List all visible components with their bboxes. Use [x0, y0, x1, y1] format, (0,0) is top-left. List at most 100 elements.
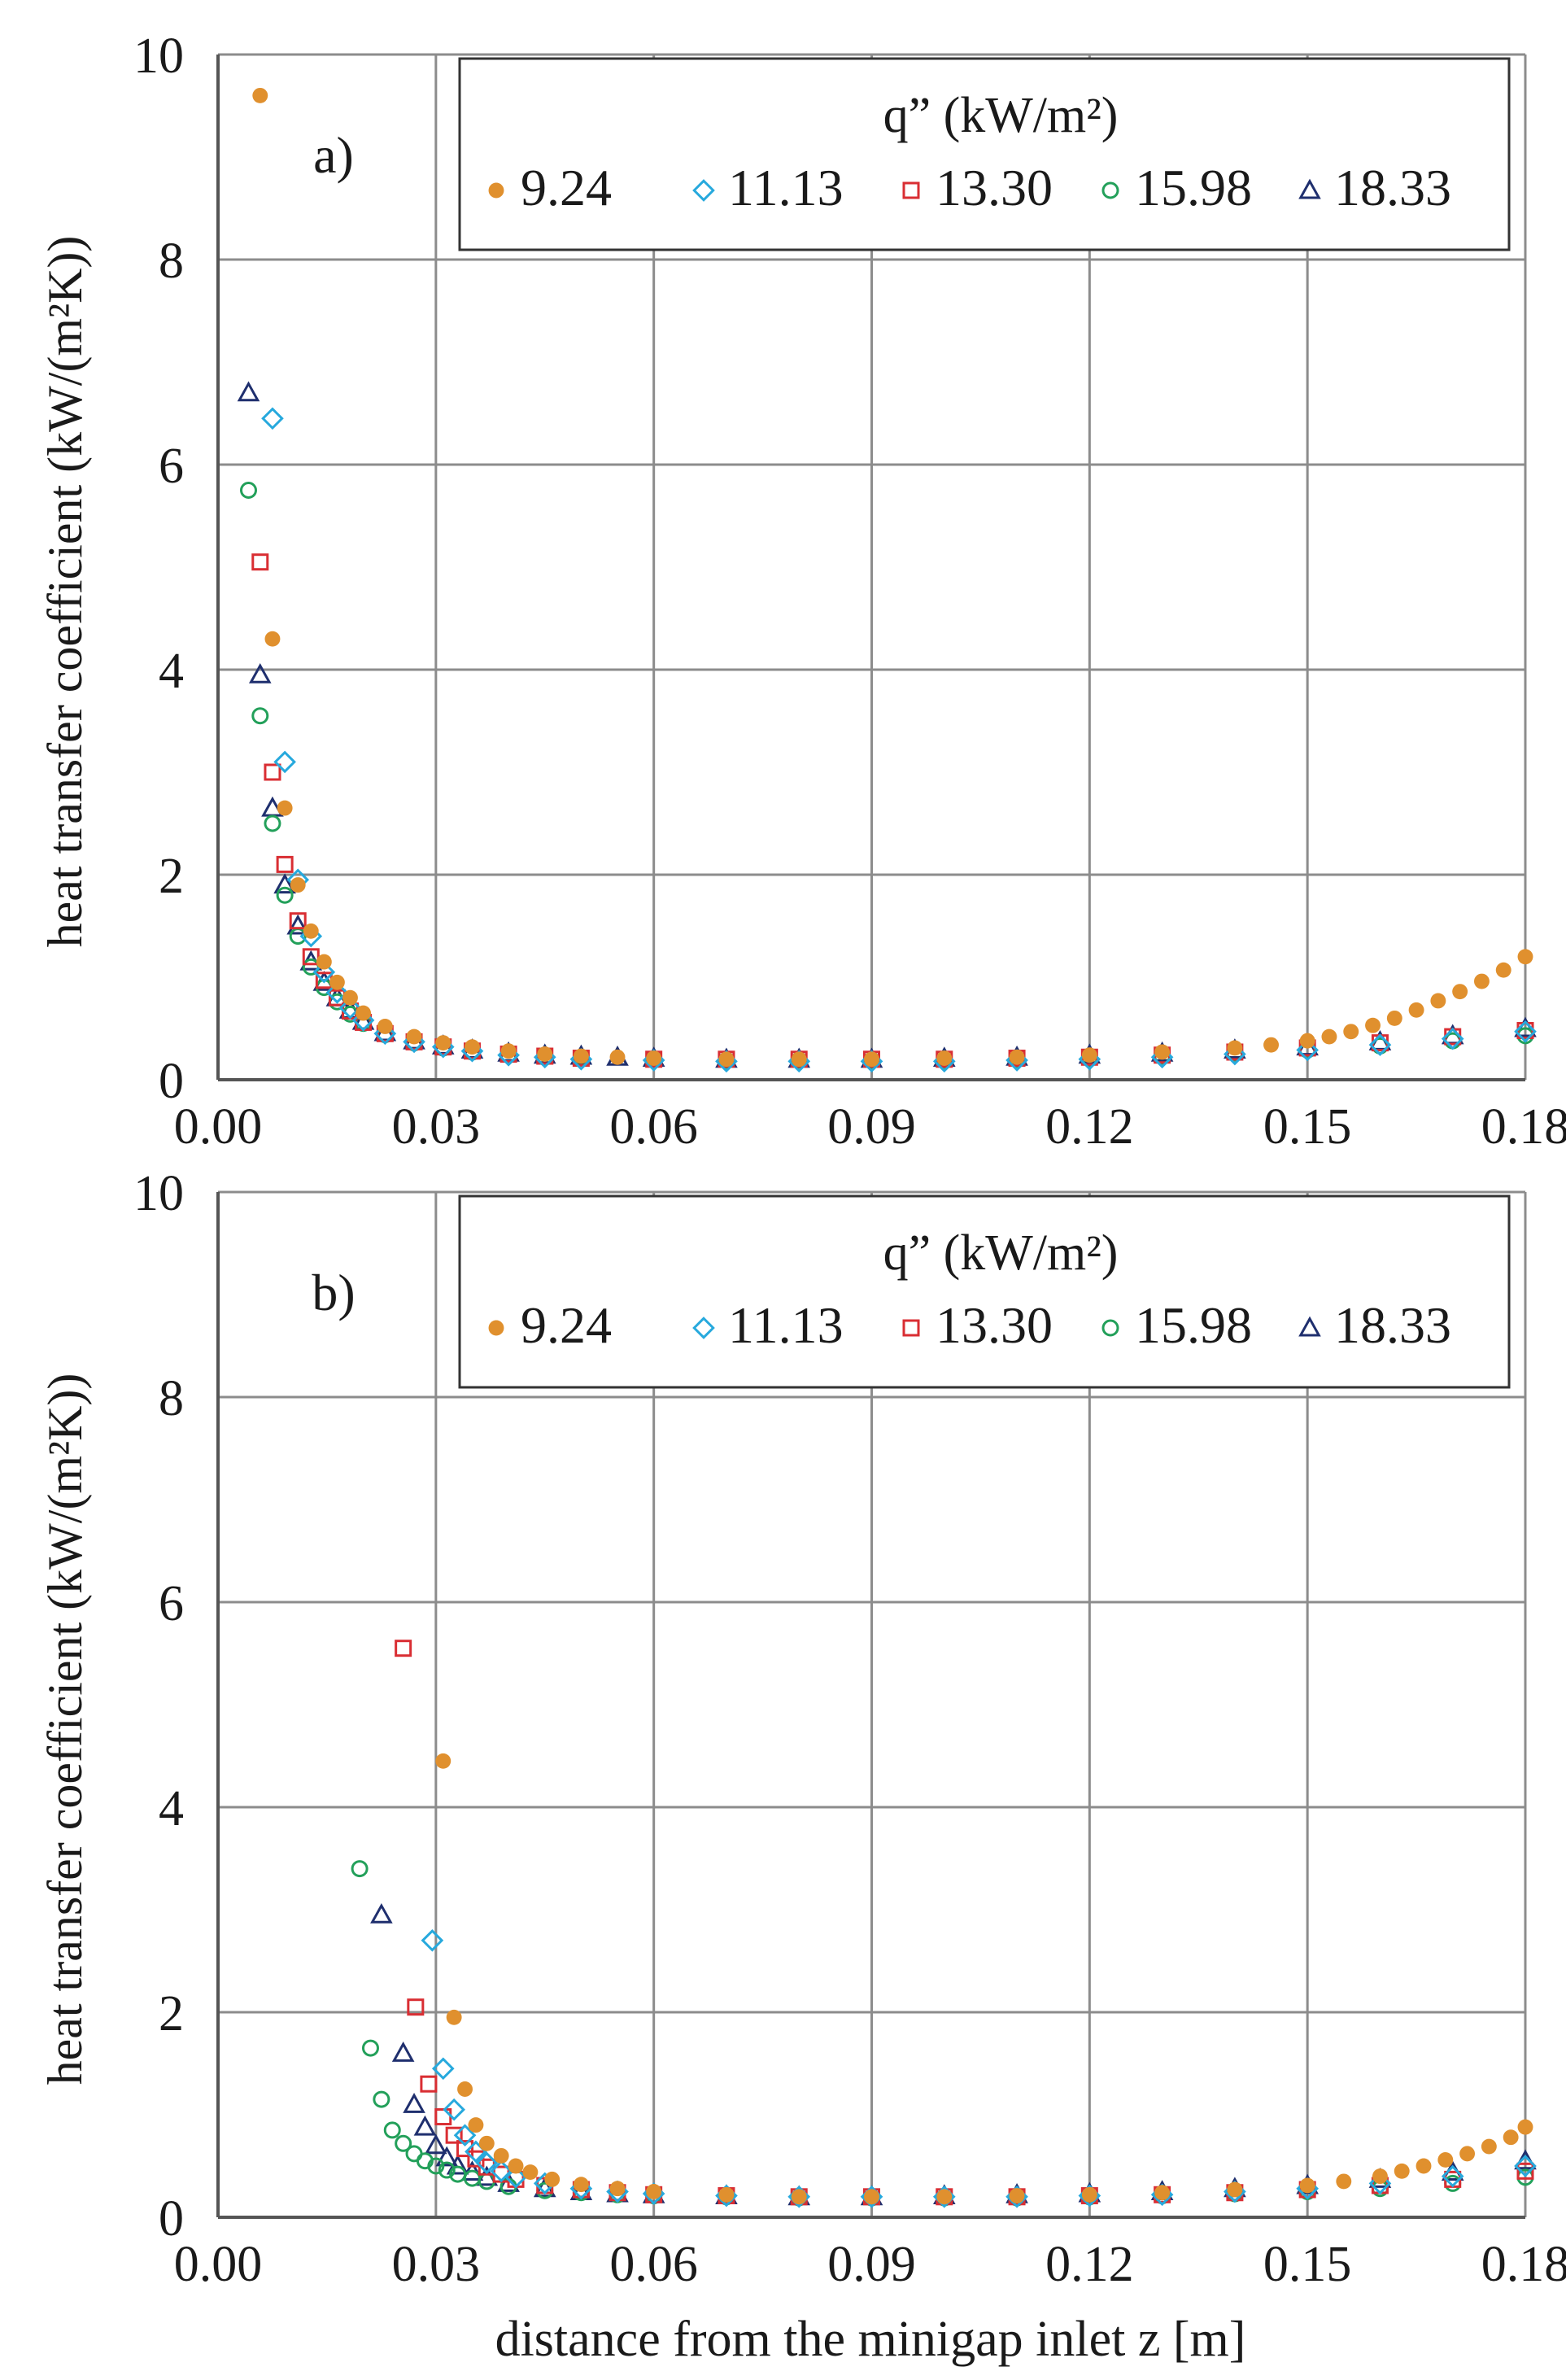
- data-point: [264, 814, 281, 832]
- y-tick-label: 8: [159, 1371, 184, 1426]
- legend-marker: [1101, 1319, 1119, 1337]
- data-point: [431, 2057, 455, 2081]
- data-point: [456, 2140, 474, 2158]
- x-tick-label: 0.06: [609, 2237, 698, 2292]
- y-tick-label: 4: [159, 1781, 184, 1836]
- data-point: [338, 996, 362, 1020]
- data-point: [1408, 1002, 1424, 1018]
- data-point: [395, 2134, 412, 2152]
- data-point: [370, 1902, 393, 1924]
- x-tick-label: 0.06: [609, 1099, 698, 1155]
- data-point: [303, 923, 319, 939]
- data-point: [609, 1049, 626, 1065]
- legend-label: 11.13: [728, 1296, 844, 1354]
- data-point: [1473, 973, 1490, 989]
- x-tick-label: 0.00: [174, 2237, 263, 2292]
- data-point: [273, 750, 296, 774]
- data-point: [316, 954, 332, 970]
- data-point: [237, 381, 260, 402]
- data-point: [1441, 2164, 1464, 2188]
- y-axis-label: heat transfer coefficient (kW/(m²K)): [38, 236, 92, 948]
- data-point: [445, 2126, 463, 2144]
- data-point: [1227, 2181, 1243, 2198]
- legend-entry: 11.13: [692, 1296, 844, 1354]
- data-point: [276, 886, 294, 904]
- data-point: [248, 662, 272, 683]
- data-point: [609, 2181, 626, 2197]
- data-point: [407, 1998, 425, 2016]
- y-tick-label: 6: [159, 439, 184, 494]
- data-point: [522, 2164, 539, 2181]
- data-point: [1459, 2146, 1476, 2162]
- data-point: [646, 2184, 662, 2199]
- data-point: [936, 1050, 953, 1066]
- data-point: [427, 2157, 445, 2175]
- panel-a: 0.00 0.03 0.06 0.09 0.12 0.15 0.18 0 2 4 6 8 10 heat …: [38, 28, 1566, 1155]
- legend-entry: 11.13: [692, 159, 844, 216]
- y-tick-label: 6: [159, 1576, 184, 1631]
- legend-marker: [1101, 181, 1119, 199]
- data-point: [1514, 2155, 1537, 2177]
- y-tick-label: 10: [133, 28, 184, 84]
- data-point: [1441, 1027, 1464, 1050]
- x-tick-label: 0.03: [392, 2237, 481, 2292]
- panel-label: b): [312, 1264, 355, 1321]
- legend: q” (kW/m²) 9.24 11.13 13.30 15.98 18.33: [458, 1194, 1511, 1389]
- legend-label: 15.98: [1135, 159, 1252, 216]
- data-point: [791, 1051, 807, 1068]
- data-point: [453, 2124, 477, 2147]
- data-point: [457, 2081, 473, 2097]
- data-point: [493, 2147, 509, 2164]
- data-point: [508, 2158, 524, 2174]
- data-point: [573, 2177, 589, 2193]
- legend-marker: [902, 1319, 920, 1337]
- data-point: [302, 948, 320, 966]
- series-9-24: [435, 1753, 1533, 2205]
- data-point: [1154, 2185, 1171, 2201]
- data-point: [261, 407, 284, 430]
- legend-marker: [692, 1317, 715, 1339]
- data-point: [1081, 1047, 1097, 1063]
- data-point: [1372, 2168, 1388, 2185]
- data-point: [864, 1051, 879, 1068]
- legend-marker: [902, 181, 920, 199]
- data-point: [537, 1046, 553, 1062]
- data-point: [251, 553, 269, 571]
- x-tick-label: 0.15: [1263, 2237, 1352, 2292]
- data-point: [1009, 2188, 1025, 2203]
- data-point: [718, 2186, 735, 2203]
- y-tick-label: 2: [159, 1986, 184, 2042]
- legend-entry: 18.33: [1298, 1296, 1451, 1354]
- x-tick-label: 0.18: [1481, 1099, 1566, 1155]
- legend-entry: 13.30: [902, 1296, 1053, 1354]
- data-point: [252, 87, 268, 103]
- data-point: [1416, 2158, 1432, 2174]
- legend-frame: [458, 1194, 1511, 1389]
- data-point: [864, 2189, 879, 2205]
- data-point: [421, 1928, 444, 1952]
- series-9-24: [252, 87, 1533, 1068]
- data-point: [478, 2135, 495, 2151]
- x-tick-label: 0.09: [827, 1099, 916, 1155]
- data-point: [1517, 2119, 1533, 2135]
- series-15-98: [351, 1860, 1534, 2207]
- data-point: [1452, 984, 1468, 1000]
- data-point: [264, 631, 281, 647]
- series-11-13: [421, 1928, 1537, 2208]
- legend-label: 9.24: [521, 1296, 612, 1354]
- data-point: [325, 981, 349, 1004]
- legend-label: 13.30: [936, 1296, 1053, 1354]
- data-point: [377, 1019, 393, 1034]
- data-point: [490, 2159, 513, 2183]
- data-point: [791, 2189, 807, 2205]
- x-tick-label: 0.09: [827, 2237, 916, 2292]
- data-point: [544, 2171, 561, 2187]
- y-tick-label: 4: [159, 644, 184, 699]
- data-point: [468, 2117, 484, 2133]
- data-point: [1081, 2186, 1097, 2203]
- data-point: [312, 960, 336, 984]
- legend-title: q” (kW/m²): [883, 88, 1119, 143]
- data-point: [1365, 1017, 1381, 1033]
